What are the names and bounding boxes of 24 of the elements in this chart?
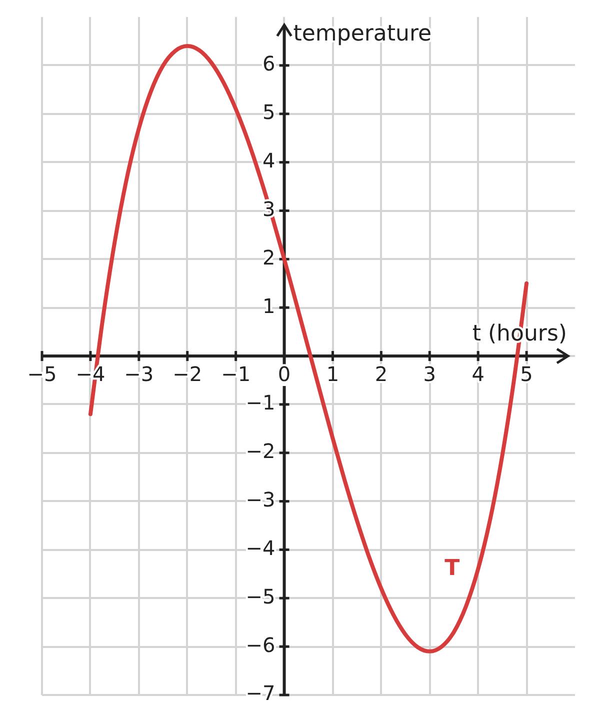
y-tick-label: 5 <box>262 100 276 124</box>
x-tick-label: −1 <box>221 362 251 386</box>
y-tick-label: −5 <box>246 584 276 608</box>
x-tick-label: −2 <box>172 362 202 386</box>
x-tick-label: 4 <box>472 362 484 386</box>
x-tick-label: 5 <box>520 362 533 386</box>
y-axis-title: temperature <box>293 22 432 47</box>
y-tick-label: −2 <box>246 439 276 464</box>
x-tick-label: 1 <box>326 362 340 386</box>
y-tick-label: 1 <box>262 294 276 318</box>
y-tick-label: −1 <box>246 390 276 415</box>
y-tick-label: −6 <box>246 632 276 657</box>
x-tick-label: 3 <box>423 362 436 386</box>
x-tick-label: 0 <box>278 362 291 386</box>
y-tick-label: −4 <box>246 536 276 560</box>
y-tick-label: 2 <box>262 245 276 270</box>
y-tick-label: 6 <box>262 52 276 76</box>
y-tick-label: −3 <box>246 487 276 512</box>
x-tick-label: −5 <box>27 362 57 386</box>
x-tick-label: 2 <box>374 362 388 386</box>
y-tick-label: 4 <box>262 148 276 172</box>
y-tick-label: −7 <box>246 681 276 706</box>
x-tick-label: −3 <box>124 362 154 386</box>
series-label: T <box>444 556 460 581</box>
